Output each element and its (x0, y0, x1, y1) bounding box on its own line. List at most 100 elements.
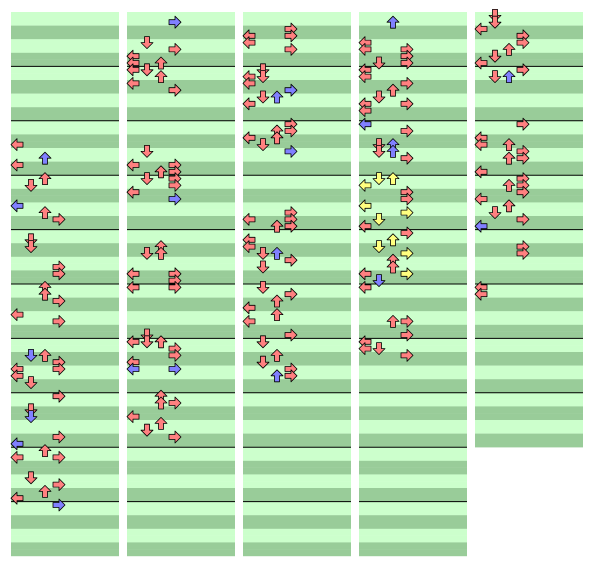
arrow-up-icon (154, 165, 168, 179)
row-band (127, 148, 235, 155)
row-band (11, 528, 119, 536)
row-band (243, 379, 351, 387)
row-band (127, 447, 235, 455)
row-band (11, 229, 119, 237)
arrow-right-icon (400, 328, 414, 342)
row-band (127, 134, 235, 142)
arrow-up-icon (38, 348, 52, 362)
arrow-down-icon (488, 49, 502, 63)
row-band (127, 508, 235, 516)
arrow-up-icon (154, 416, 168, 430)
row-band (11, 379, 119, 387)
arrow-right-icon (516, 185, 530, 199)
row-band (243, 277, 351, 285)
row-band (243, 447, 351, 455)
row-band (359, 304, 467, 312)
row-band (243, 440, 351, 448)
row-band (243, 161, 351, 169)
arrow-left-icon (10, 491, 24, 505)
arrow-left-icon (126, 335, 140, 349)
arrow-down-icon (256, 138, 270, 152)
arrow-down-icon (24, 403, 38, 417)
row-band (359, 345, 467, 353)
row-band (11, 141, 119, 149)
arrow-left-icon (358, 43, 372, 56)
row-band (359, 277, 467, 285)
arrow-down-icon (24, 240, 38, 254)
row-band (359, 18, 467, 26)
arrow-right-icon (400, 151, 414, 165)
row-band (127, 263, 235, 271)
arrow-right-icon (284, 29, 298, 43)
row-band (359, 263, 467, 271)
row-band (127, 467, 235, 475)
row-band (359, 372, 467, 380)
arrow-up-icon (386, 15, 400, 29)
row-band (11, 46, 119, 53)
row-band (359, 440, 467, 448)
row-band (11, 460, 119, 468)
arrow-right-icon (52, 267, 66, 281)
row-band (243, 114, 351, 121)
arrow-down-icon (24, 471, 38, 485)
row-band (359, 32, 467, 40)
row-band (127, 236, 235, 244)
arrow-down-icon (140, 63, 154, 77)
row-band (243, 481, 351, 489)
row-band (475, 318, 583, 325)
arrow-left-icon (126, 158, 140, 172)
row-band (243, 324, 351, 332)
row-band (127, 481, 235, 489)
row-band (243, 270, 351, 278)
row-band (243, 522, 351, 529)
row-band (11, 66, 119, 74)
row-band (11, 515, 119, 523)
arrow-right-icon (516, 36, 530, 49)
row-band (243, 352, 351, 359)
arrow-left-icon (358, 280, 372, 294)
row-band (127, 535, 235, 543)
arrow-right-icon (52, 314, 66, 328)
arrow-right-icon (168, 83, 182, 97)
row-band (127, 318, 235, 325)
arrow-down-icon (24, 233, 38, 247)
row-band (127, 12, 235, 19)
arrow-down-icon (256, 63, 270, 77)
row-band (359, 528, 467, 536)
row-band (359, 447, 467, 455)
arrow-left-icon (474, 219, 488, 233)
row-band (11, 93, 119, 101)
row-band (243, 175, 351, 183)
row-band (243, 508, 351, 516)
arrow-right-icon (400, 226, 414, 240)
row-band (475, 413, 583, 421)
arrow-right-icon (168, 43, 182, 56)
row-band (127, 542, 235, 550)
row-band (475, 270, 583, 278)
row-band (11, 127, 119, 135)
arrow-left-icon (126, 410, 140, 424)
row-band (11, 182, 119, 189)
arrow-down-icon (140, 328, 154, 342)
row-band (11, 154, 119, 162)
row-band (359, 161, 467, 169)
row-band (475, 229, 583, 237)
row-band (475, 195, 583, 203)
arrow-left-icon (126, 267, 140, 281)
arrow-up-icon (38, 287, 52, 301)
row-band (11, 522, 119, 529)
row-band (359, 535, 467, 543)
arrow-left-icon (10, 369, 24, 383)
arrow-right-icon (284, 83, 298, 97)
row-band (475, 345, 583, 353)
arrow-left-icon (10, 450, 24, 464)
row-band (243, 399, 351, 407)
row-band (243, 542, 351, 550)
row-band (11, 161, 119, 169)
arrow-down-icon (24, 410, 38, 424)
row-band (243, 100, 351, 108)
arrow-down-icon (140, 36, 154, 49)
arrow-down-icon (256, 355, 270, 369)
row-band (11, 52, 119, 60)
row-band (243, 107, 351, 115)
